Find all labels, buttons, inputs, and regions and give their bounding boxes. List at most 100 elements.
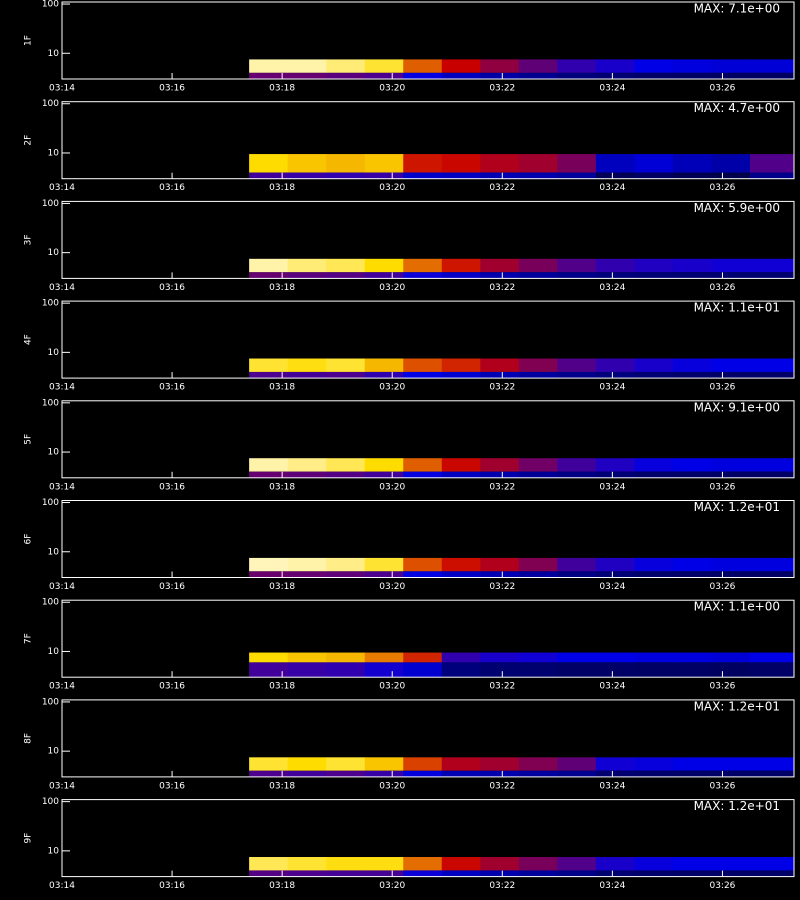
x-tick-label: 03:26 (709, 84, 735, 94)
heat-cell-halo (364, 571, 404, 578)
x-tick-label: 03:20 (379, 283, 405, 293)
heat-cell (441, 358, 481, 372)
heat-cell-halo (403, 371, 443, 379)
heat-cell-halo (711, 72, 751, 79)
heat-cell-halo (326, 172, 366, 179)
heat-cell (249, 154, 289, 173)
heat-cell (326, 557, 366, 572)
heat-cell (749, 458, 795, 472)
heat-cell-halo (249, 272, 289, 279)
x-tick-label: 03:20 (379, 682, 405, 692)
heat-cell (749, 358, 795, 372)
y-tick-label: 100 (42, 697, 59, 707)
heat-cell-halo (364, 72, 404, 79)
x-tick-label: 03:16 (159, 582, 185, 592)
heat-cell-halo (441, 770, 481, 777)
heat-cell (518, 358, 558, 372)
heat-cell (403, 154, 443, 173)
x-tick-label: 03:20 (379, 183, 405, 193)
heat-cell (249, 458, 289, 472)
heat-cell (711, 59, 751, 73)
x-tick-label: 03:26 (709, 582, 735, 592)
heat-cell-halo (672, 571, 712, 578)
heat-cell-halo (441, 172, 481, 179)
heat-cell (672, 59, 712, 73)
x-tick-label: 03:18 (269, 582, 295, 592)
heat-cell-halo (480, 471, 520, 478)
annotation: MAX: 1.2e+01 (694, 500, 780, 514)
heat-cell-halo (749, 662, 795, 678)
heat-cell (634, 652, 674, 663)
y-tick-label: 10 (48, 747, 60, 757)
x-tick-label: 03:14 (49, 482, 75, 492)
x-tick-label: 03:22 (489, 383, 515, 393)
heat-cell-halo (326, 72, 366, 79)
heat-cell (711, 652, 751, 663)
y-tick-label: 10 (48, 248, 60, 258)
annotation: MAX: 5.9e+00 (694, 201, 780, 215)
heat-cell-halo (711, 172, 751, 179)
heat-cell (480, 358, 520, 372)
plot-frame (61, 500, 795, 578)
heat-cell (749, 154, 795, 173)
annotation: MAX: 1.2e+01 (694, 799, 780, 813)
x-tick-label: 03:18 (269, 183, 295, 193)
y-axis-label: 3F (24, 234, 34, 245)
x-tick-label: 03:22 (489, 283, 515, 293)
heat-cell (711, 458, 751, 472)
annotation: MAX: 9.1e+00 (694, 400, 780, 414)
heat-cell (557, 652, 597, 663)
heat-cell (595, 652, 635, 663)
heat-cell-halo (441, 471, 481, 478)
heat-cell-halo (557, 471, 597, 478)
heat-cell-halo (364, 371, 404, 379)
x-tick-label: 03:24 (599, 881, 625, 891)
heat-cell-halo (287, 571, 327, 578)
heat-cell-halo (249, 471, 289, 478)
heat-cell-halo (749, 870, 795, 877)
heat-cell-halo (518, 770, 558, 777)
heat-cell-halo (672, 172, 712, 179)
y-axis-label: 9F (24, 833, 34, 844)
heat-cell (557, 154, 597, 173)
heat-cell (672, 857, 712, 871)
heat-cell-halo (480, 571, 520, 578)
heat-cell (518, 857, 558, 871)
heat-cell (480, 154, 520, 173)
heat-cell (326, 258, 366, 273)
y-axis-label: 5F (24, 434, 34, 445)
heat-cell-halo (557, 371, 597, 379)
heat-cell (557, 258, 597, 273)
annotation: MAX: 1.2e+01 (694, 699, 780, 713)
y-tick-label: 100 (42, 598, 59, 608)
heat-cell (557, 757, 597, 771)
heat-cell-halo (595, 571, 635, 578)
heat-cell (672, 154, 712, 173)
x-tick-label: 03:24 (599, 84, 625, 94)
heat-cell (364, 59, 404, 73)
heat-cell-halo (518, 471, 558, 478)
heat-cell-halo (249, 172, 289, 179)
y-tick-label: 10 (48, 148, 60, 158)
x-tick-label: 03:26 (709, 682, 735, 692)
y-axis-label: 2F (24, 135, 34, 146)
heat-cell (711, 258, 751, 273)
heat-cell (326, 757, 366, 771)
x-tick-label: 03:22 (489, 183, 515, 193)
heat-cell (595, 557, 635, 572)
heat-cell (557, 358, 597, 372)
plot-frame (61, 300, 795, 379)
heat-cell-halo (634, 172, 674, 179)
heat-cell (672, 358, 712, 372)
heat-cell-halo (326, 770, 366, 777)
x-tick-label: 03:16 (159, 383, 185, 393)
x-tick-label: 03:20 (379, 84, 405, 94)
heat-cell (672, 557, 712, 572)
heat-cell (364, 857, 404, 871)
heat-cell (480, 652, 520, 663)
heat-cell-halo (441, 371, 481, 379)
heat-cell-halo (557, 662, 597, 678)
x-tick-label: 03:16 (159, 482, 185, 492)
heat-cell-halo (634, 662, 674, 678)
